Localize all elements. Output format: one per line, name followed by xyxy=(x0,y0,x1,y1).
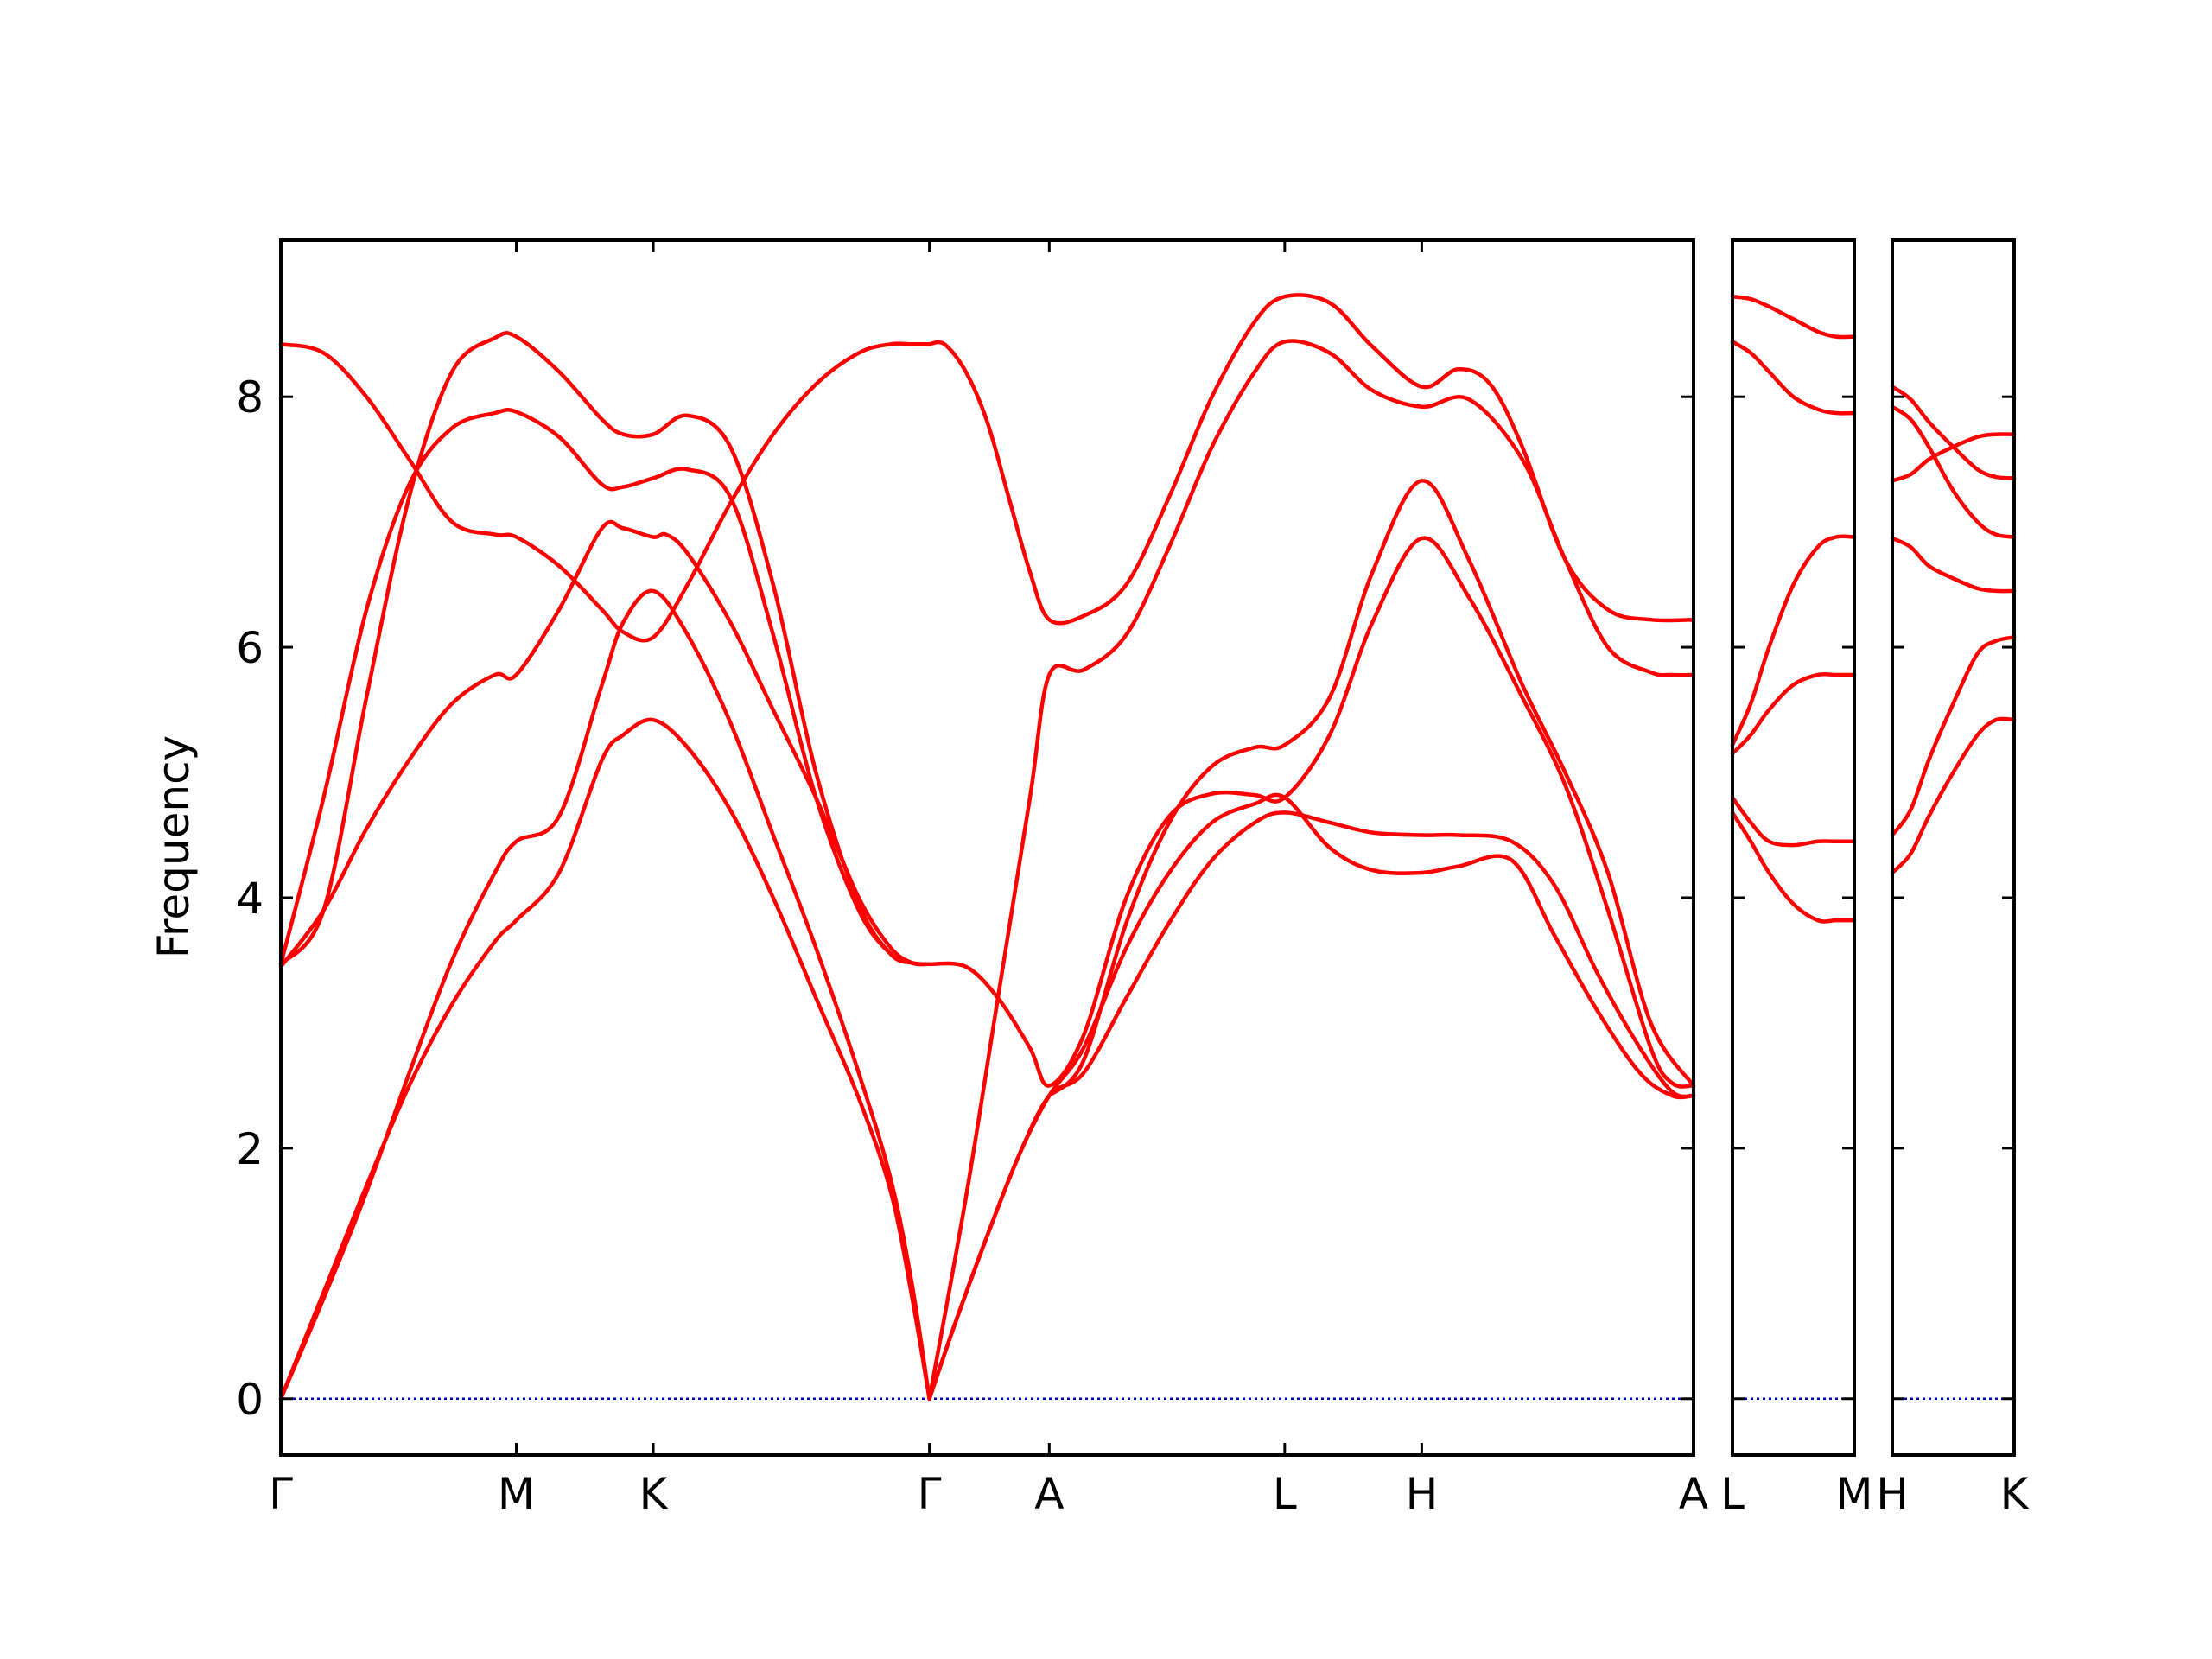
band-series-4 xyxy=(1890,432,2017,483)
band-series-3 xyxy=(1890,536,2017,594)
band-series-11 xyxy=(927,293,1696,626)
y-tick-label: 6 xyxy=(236,623,264,673)
x-tick-label: K xyxy=(2000,1469,2030,1519)
y-tick-label: 4 xyxy=(236,874,264,924)
band-series-10 xyxy=(927,339,1696,1402)
band-series-1 xyxy=(1730,810,1857,924)
band-series-6 xyxy=(1730,294,1857,340)
band-series-2 xyxy=(1890,635,2017,837)
band-series-5 xyxy=(1890,404,2017,539)
x-tick-label: L xyxy=(1720,1469,1745,1519)
panel-main: 0 2 4 6 8 Γ M K Γ A L H A xyxy=(236,238,1708,1519)
band-series-8 xyxy=(927,792,1696,1402)
band-series-5 xyxy=(278,331,931,967)
band-series-1 xyxy=(1890,716,2017,875)
x-tick-label: M xyxy=(498,1469,535,1519)
band-series-4 xyxy=(278,407,931,967)
band-series-2 xyxy=(1730,795,1857,848)
band-series-12 xyxy=(1047,479,1696,1098)
y-axis-label: Frequency xyxy=(149,735,199,958)
x-tick-label: H xyxy=(1406,1469,1439,1519)
y-tick-label: 0 xyxy=(236,1375,264,1425)
band-series-6 xyxy=(278,341,931,643)
band-series-3 xyxy=(278,519,931,969)
y-tick-label: 8 xyxy=(236,372,264,423)
band-series-2 xyxy=(278,588,931,1402)
y-tick-label: 2 xyxy=(236,1124,264,1174)
x-tick-label: K xyxy=(639,1469,669,1519)
x-tick-label: A xyxy=(1679,1469,1708,1519)
plot-frame xyxy=(1731,238,1856,1457)
plot-frame xyxy=(1891,238,2016,1457)
x-tick-label: L xyxy=(1273,1469,1297,1519)
band-series-3 xyxy=(1730,671,1857,756)
band-series-5 xyxy=(1730,340,1857,416)
x-tick-label: A xyxy=(1034,1469,1064,1519)
plot-frame xyxy=(279,238,1695,1457)
x-tick-label: Γ xyxy=(918,1469,942,1519)
band-series-9 xyxy=(927,536,1696,1089)
band-series-6 xyxy=(1890,385,2017,480)
x-tick-label: Γ xyxy=(269,1469,293,1519)
band-series-4 xyxy=(1730,534,1857,747)
band-series-1 xyxy=(278,717,931,1402)
x-tick-label: H xyxy=(1876,1469,1909,1519)
x-tick-label: M xyxy=(1835,1469,1872,1519)
